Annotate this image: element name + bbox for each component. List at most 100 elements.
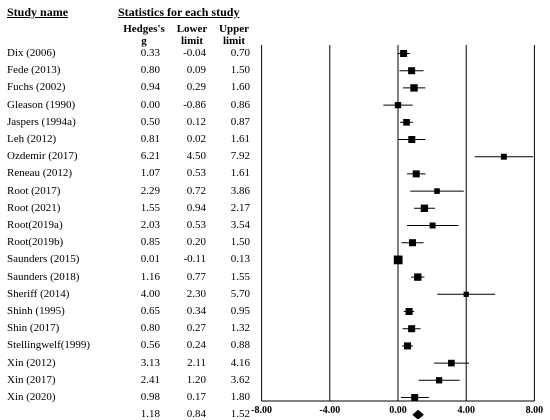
hedges-g-cell: 0.00 xyxy=(140,98,160,111)
x-tick-label: -4.00 xyxy=(319,405,340,416)
effect-marker xyxy=(400,50,408,57)
lower-limit-cell: 0.77 xyxy=(186,270,206,283)
hedges-g-header-line2: g xyxy=(141,35,147,47)
study-name-cell: Root (2017) xyxy=(7,184,61,197)
lower-limit-cell: 1.20 xyxy=(186,373,206,386)
upper-limit-cell: 5.70 xyxy=(230,287,250,300)
upper-limit-cell: 1.60 xyxy=(230,81,250,94)
lower-limit-header-line1: Lower xyxy=(176,23,208,35)
hedges-g-cell: 3.13 xyxy=(140,356,160,369)
hedges-g-cell: 2.03 xyxy=(140,219,160,231)
lower-limit-cell: 0.24 xyxy=(186,339,206,352)
lower-limit-cell: 0.27 xyxy=(186,322,206,335)
lower-limit-header-line2: limit xyxy=(181,35,203,47)
x-tick-label: 4.00 xyxy=(457,405,475,416)
study-name-cell: Fede (2013) xyxy=(7,64,61,77)
effect-marker xyxy=(408,239,416,247)
upper-limit-cell: 1.55 xyxy=(230,270,250,283)
upper-limit-cell: 1.32 xyxy=(230,322,250,335)
effect-marker xyxy=(394,101,402,109)
lower-limit-cell: 2.30 xyxy=(186,287,206,300)
summary-g-value: 1.18 xyxy=(140,408,160,420)
lower-limit-cell: -0.11 xyxy=(183,253,206,266)
effect-marker xyxy=(435,377,443,384)
hedges-g-cell: 0.81 xyxy=(140,133,160,145)
upper-limit-cell: 3.86 xyxy=(230,184,250,197)
study-name-cell: Saunders (2018) xyxy=(7,270,80,283)
lower-limit-cell: 4.50 xyxy=(186,150,206,163)
upper-limit-cell: 0.95 xyxy=(230,305,250,317)
upper-limit-cell: 0.70 xyxy=(230,47,250,59)
hedges-g-cell: 0.80 xyxy=(140,322,160,335)
hedges-g-cell: 1.07 xyxy=(140,167,160,180)
x-tick-label: -8.00 xyxy=(251,405,272,416)
effect-marker xyxy=(412,170,420,178)
study-name-cell: Sheriff (2014) xyxy=(7,287,70,300)
effect-marker xyxy=(393,255,403,265)
hedges-g-cell: 0.80 xyxy=(140,64,160,77)
study-name-cell: Root(2019b) xyxy=(7,236,64,249)
hedges-g-cell: 1.16 xyxy=(140,270,160,283)
study-name-cell: Shin (2017) xyxy=(7,322,60,335)
effect-marker xyxy=(414,273,422,281)
lower-limit-cell: -0.04 xyxy=(183,47,206,59)
lower-limit-cell: 0.17 xyxy=(186,391,206,403)
study-name-cell: Leh (2012) xyxy=(7,133,57,145)
study-name-cell: Xin (2012) xyxy=(7,356,56,369)
study-name-cell: Jaspers (1994a) xyxy=(7,115,76,128)
effect-marker xyxy=(463,291,469,297)
summary-diamond xyxy=(412,409,424,419)
hedges-g-cell: 0.94 xyxy=(140,81,160,94)
statistics-group-header: Statistics for each study xyxy=(118,5,240,19)
study-name-cell: Shinh (1995) xyxy=(7,305,65,317)
upper-limit-cell: 2.17 xyxy=(230,201,250,214)
lower-limit-cell: 0.94 xyxy=(186,201,206,214)
upper-limit-cell: 0.86 xyxy=(230,98,250,111)
lower-limit-cell: 0.09 xyxy=(186,64,206,77)
effect-marker xyxy=(420,204,429,212)
lower-limit-cell: 0.53 xyxy=(186,219,206,231)
lower-limit-cell: 0.02 xyxy=(186,133,206,145)
effect-marker xyxy=(434,188,440,194)
effect-marker xyxy=(411,394,419,401)
hedges-g-cell: 0.98 xyxy=(140,391,160,403)
study-name-cell: Saunders (2015) xyxy=(7,253,80,266)
lower-limit-cell: 0.53 xyxy=(186,167,206,180)
study-name-cell: Ozdemir (2017) xyxy=(7,150,78,163)
upper-limit-cell: 0.88 xyxy=(230,339,250,352)
lower-limit-cell: 0.20 xyxy=(186,236,206,249)
x-tick-label: 8.00 xyxy=(526,405,544,416)
effect-marker xyxy=(429,222,436,229)
hedges-g-cell: 4.00 xyxy=(140,287,160,300)
upper-limit-cell: 1.80 xyxy=(230,391,250,403)
effect-marker xyxy=(408,67,416,75)
effect-marker xyxy=(448,359,455,367)
hedges-g-cell: 6.21 xyxy=(140,150,160,163)
summary-upper-value: 1.52 xyxy=(230,408,250,420)
lower-limit-cell: -0.86 xyxy=(183,98,206,111)
lower-limit-cell: 0.34 xyxy=(186,305,206,317)
effect-marker xyxy=(500,153,507,160)
effect-marker xyxy=(403,118,410,126)
upper-limit-cell: 7.92 xyxy=(230,150,250,163)
effect-marker xyxy=(408,325,416,333)
hedges-g-cell: 0.01 xyxy=(140,253,160,266)
upper-limit-header-line1: Upper xyxy=(219,23,249,35)
study-name-cell: Root (2021) xyxy=(7,201,61,214)
hedges-g-cell: 0.65 xyxy=(140,305,160,317)
upper-limit-cell: 3.62 xyxy=(230,373,250,386)
upper-limit-cell: 3.54 xyxy=(230,219,250,231)
upper-limit-cell: 1.50 xyxy=(230,64,250,77)
study-name-cell: Reneau (2012) xyxy=(7,167,73,180)
upper-limit-cell: 4.16 xyxy=(230,356,250,369)
study-name-cell: Xin (2020) xyxy=(7,391,56,403)
study-name-cell: Stellingwelf(1999) xyxy=(7,339,91,352)
upper-limit-cell: 1.61 xyxy=(230,133,250,145)
hedges-g-cell: 0.33 xyxy=(140,47,160,59)
hedges-g-cell: 2.29 xyxy=(140,184,160,197)
upper-limit-cell: 0.13 xyxy=(230,253,250,266)
hedges-g-cell: 1.55 xyxy=(140,201,160,214)
study-name-cell: Root(2019a) xyxy=(7,219,63,231)
upper-limit-header-line2: limit xyxy=(223,35,245,47)
lower-limit-cell: 0.72 xyxy=(186,184,206,197)
